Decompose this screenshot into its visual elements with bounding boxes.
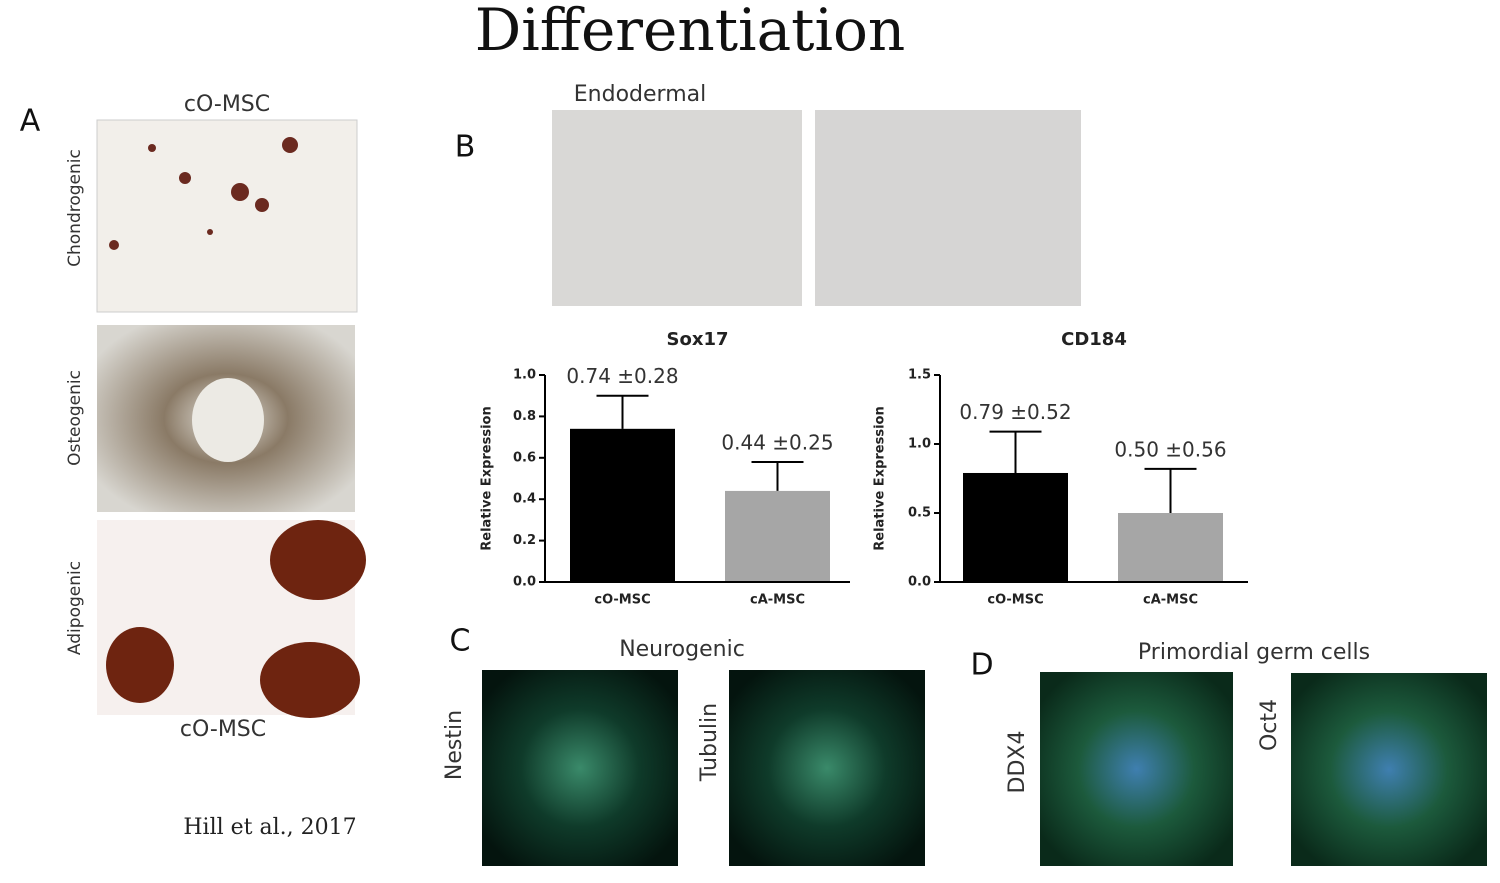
x-tick-label: cO-MSC [987, 593, 1043, 608]
stain-spots [109, 137, 298, 250]
y-tick-label: 0.0 [908, 575, 931, 590]
slide-title: Differentiation [475, 0, 906, 64]
y-tick-label: 1.5 [908, 368, 931, 383]
fluorescence-image [482, 670, 678, 866]
y-tick-label: 1.0 [908, 437, 931, 452]
panel-label: D [970, 648, 993, 683]
micrograph [815, 110, 1081, 306]
fluorescence-image [1040, 672, 1233, 866]
lipid-clusters [106, 520, 366, 718]
row-label: Tubulin [697, 703, 722, 782]
row-label: Osteogenic [65, 370, 85, 466]
fluorescence-image [1291, 673, 1487, 866]
micrograph [552, 110, 802, 306]
x-tick-label: cA-MSC [1143, 593, 1198, 608]
row-label: Oct4 [1257, 699, 1282, 751]
value-label: 0.74 ±0.28 [566, 364, 678, 388]
y-axis-label: Relative Expression [873, 406, 888, 550]
error-bar [989, 430, 1042, 473]
panel-label: C [450, 624, 471, 659]
bar [570, 428, 675, 582]
micrograph-detail [192, 378, 264, 462]
y-tick-label: 0.8 [513, 409, 536, 424]
citation: Hill et al., 2017 [183, 815, 356, 840]
row-label: Nestin [442, 710, 467, 780]
row-label: Adipogenic [65, 561, 85, 655]
bar [963, 472, 1068, 582]
panel-label: A [20, 104, 41, 139]
caption: Neurogenic [619, 637, 745, 662]
row-label: DDX4 [1005, 731, 1030, 794]
micrograph [96, 119, 358, 313]
y-tick-label: 0.0 [513, 575, 536, 590]
error-bar [596, 394, 649, 429]
y-tick-label: 1.0 [513, 368, 536, 383]
x-tick-label: cO-MSC [594, 593, 650, 608]
caption: Primordial germ cells [1138, 640, 1370, 665]
bar [1118, 513, 1223, 582]
y-axis-label: Relative Expression [480, 406, 495, 550]
caption: Endodermal [574, 82, 706, 107]
value-label: 0.44 ±0.25 [721, 430, 833, 454]
y-tick-label: 0.4 [513, 492, 536, 507]
caption: cO-MSC [184, 92, 270, 117]
value-label: 0.79 ±0.52 [959, 400, 1071, 424]
value-label: 0.50 ±0.56 [1114, 437, 1226, 461]
caption: cO-MSC [180, 717, 266, 742]
chart-title: Sox17 [667, 329, 729, 350]
panel-label: B [455, 130, 476, 165]
y-tick-label: 0.6 [513, 450, 536, 465]
fluorescence-image [729, 670, 925, 866]
y-tick-label: 0.5 [908, 506, 931, 521]
error-bar [1144, 467, 1197, 513]
error-bar [751, 460, 804, 491]
chart-title: CD184 [1061, 329, 1127, 350]
row-label: Chondrogenic [65, 149, 85, 267]
y-tick-label: 0.2 [513, 533, 536, 548]
bar [725, 490, 830, 582]
x-tick-label: cA-MSC [750, 593, 805, 608]
